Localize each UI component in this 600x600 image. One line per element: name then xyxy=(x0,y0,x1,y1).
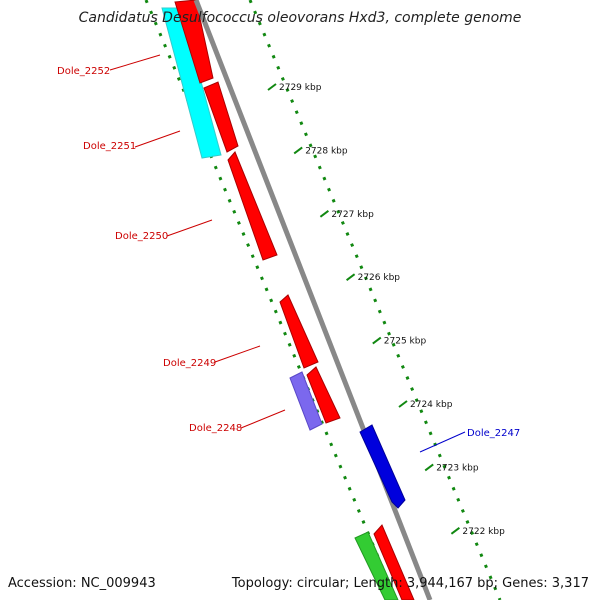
kbp-tick-label: 2728 kbp xyxy=(305,146,348,156)
leader-line-dole-2249 xyxy=(214,345,261,363)
kbp-tick-mark xyxy=(450,526,460,535)
kbp-tick-mark xyxy=(267,83,277,91)
accession-text: Accession: NC_009943 xyxy=(8,576,156,591)
leader-line-dole-2252 xyxy=(109,54,161,71)
kbp-tick-mark xyxy=(398,400,408,408)
gene-label-dole-2251[interactable]: Dole_2251 xyxy=(83,141,136,152)
gene-label-dole-2252[interactable]: Dole_2252 xyxy=(57,66,110,77)
feature-purple xyxy=(289,371,323,431)
kbp-tick-mark xyxy=(293,146,303,155)
kbp-tick-label: 2729 kbp xyxy=(279,83,322,93)
feature-red-4 xyxy=(279,294,319,369)
feature-red-2 xyxy=(203,81,239,153)
gene-label-dole-2248[interactable]: Dole_2248 xyxy=(189,423,242,434)
gene-label-dole-2249[interactable]: Dole_2249 xyxy=(163,358,216,369)
kbp-tick-label: 2722 kbp xyxy=(462,527,505,537)
feature-cyan xyxy=(161,7,222,159)
kbp-tick-mark xyxy=(372,336,382,345)
kbp-tick-label: 2724 kbp xyxy=(410,400,453,410)
kbp-tick-label: 2727 kbp xyxy=(331,210,374,220)
kbp-tick-mark xyxy=(424,463,434,472)
gene-label-dole-2247[interactable]: Dole_2247 xyxy=(467,428,520,439)
outer-dotted-track xyxy=(248,0,502,600)
leader-line-dole-2248 xyxy=(240,409,286,429)
kbp-tick-mark xyxy=(346,273,356,282)
leader-line-dole-2251 xyxy=(134,130,181,148)
feature-green xyxy=(354,531,399,600)
kbp-tick-mark xyxy=(319,210,329,218)
kbp-tick-label: 2725 kbp xyxy=(384,337,427,347)
feature-red-5 xyxy=(306,366,341,424)
feature-red-6 xyxy=(373,524,415,600)
feature-red-1 xyxy=(174,0,214,84)
feature-red-3 xyxy=(227,151,278,261)
gene-label-dole-2250[interactable]: Dole_2250 xyxy=(115,231,168,242)
kbp-tick-label: 2726 kbp xyxy=(358,273,401,283)
feature-blue xyxy=(359,424,406,509)
kbp-ticks: 2729 kbp 2728 kbp 2727 kbp 2726 kbp 2725 kbp… xyxy=(267,83,505,537)
map-title: Candidatus Desulfococcus oleovorans Hxd3… xyxy=(79,10,522,26)
topology-text: Topology: circular; Length: 3,944,167 bp… xyxy=(231,576,589,591)
leader-line-dole-2247 xyxy=(419,431,466,453)
leader-line-dole-2250 xyxy=(166,219,213,237)
kbp-tick-label: 2723 kbp xyxy=(436,463,479,473)
